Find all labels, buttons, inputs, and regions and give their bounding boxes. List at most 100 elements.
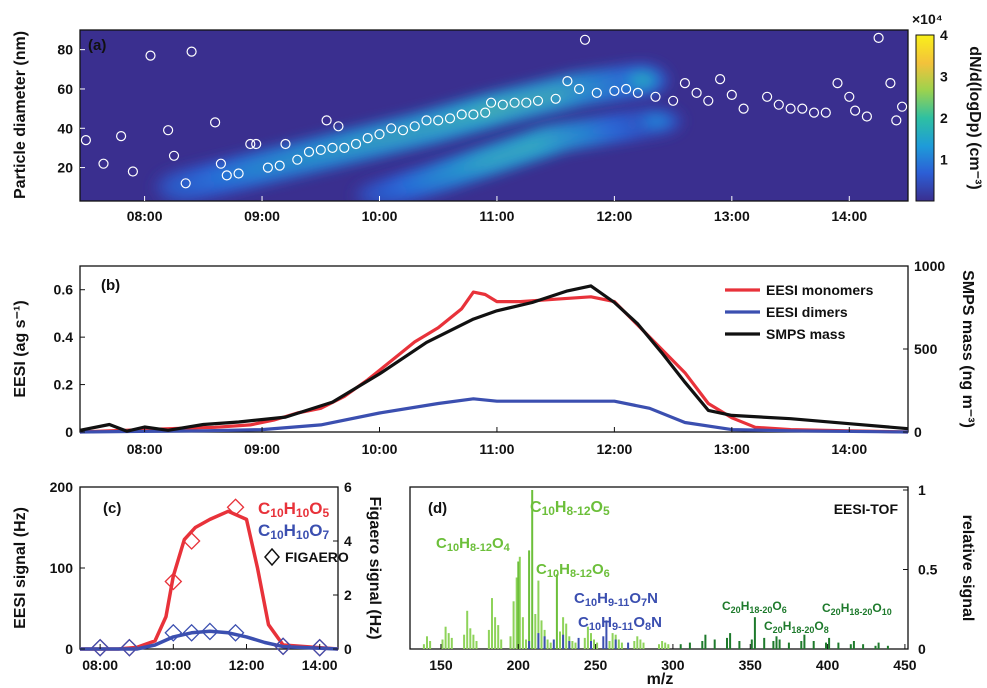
figaero-legend-label: FIGAERO <box>285 549 349 565</box>
spectrum-bar <box>800 641 803 649</box>
spectrum-bar <box>636 636 639 649</box>
diameter-point <box>591 87 602 99</box>
panel-c-series <box>80 498 339 657</box>
panel-b-y-axis-label: EESI (ag s⁻¹) <box>12 300 29 397</box>
spectrum-bar <box>753 617 756 649</box>
spectrum-bar <box>521 617 524 649</box>
diameter-point <box>532 95 544 106</box>
spectrum-bar <box>679 644 682 649</box>
formula-element: C <box>578 614 589 631</box>
formula-subscript: 7 <box>323 528 330 542</box>
spectrum-bar <box>775 636 778 649</box>
spectrum-bar <box>849 644 852 649</box>
diameter-point <box>738 103 749 114</box>
diameter-point <box>550 93 561 104</box>
formula-element: H <box>459 535 470 552</box>
formula-subscript: 10 <box>270 506 284 520</box>
diameter-point <box>497 99 508 110</box>
diameter-point <box>573 83 585 95</box>
diameter-point <box>409 121 420 132</box>
spectrum-bar <box>667 644 670 649</box>
y-tick-label: 200 <box>50 479 74 495</box>
spectrum-bar <box>862 644 865 649</box>
diameter-point <box>321 115 332 126</box>
diameter-point <box>609 85 620 97</box>
diameter-point <box>579 34 591 45</box>
spectrum-bar <box>540 620 543 649</box>
diameter-point <box>303 146 315 157</box>
y-tick-label: 80 <box>57 42 73 58</box>
spectrum-bar <box>528 550 531 649</box>
spectrum-bar <box>574 642 577 649</box>
y-tick-label: 0.6 <box>54 282 74 298</box>
diameter-point <box>620 83 632 95</box>
colorbar <box>915 34 935 202</box>
formula-element: O <box>591 499 603 516</box>
diameter-point <box>873 32 884 44</box>
formula-element: O <box>492 535 504 552</box>
spectrum-bar <box>568 641 571 649</box>
spectrum-bar <box>738 641 741 649</box>
formula-element: C <box>258 499 270 518</box>
x-tick-label: 10:00 <box>362 208 398 224</box>
diameter-point <box>456 109 467 120</box>
figaero-diamond <box>200 622 219 641</box>
formula-subscript: 8-12 <box>470 542 492 554</box>
x-tick-label: 450 <box>893 657 917 673</box>
y2-tick-label: 1 <box>918 482 926 498</box>
spectrum-bar <box>614 639 617 649</box>
spectrum-bar <box>627 642 630 649</box>
x-tick-label: 12:00 <box>229 657 265 673</box>
diameter-point <box>145 50 156 61</box>
diameter-point <box>280 138 291 150</box>
x-tick-label: 10:00 <box>155 657 191 673</box>
spectrum-bar <box>447 633 450 649</box>
spectrum-bar <box>713 639 716 649</box>
panel-a-label: (a) <box>88 37 106 54</box>
formula-element: H <box>741 599 750 613</box>
formula-subscript: 10 <box>882 607 892 617</box>
x-tick-label: 14:00 <box>831 441 867 457</box>
x-tick-label: 11:00 <box>479 441 514 457</box>
y2-tick-label: 4 <box>344 533 352 549</box>
figaero-diamond <box>310 638 329 657</box>
figaero-diamond <box>274 637 293 656</box>
spectrum-bar <box>617 639 620 649</box>
spectrum-bar <box>450 637 453 649</box>
formula-element: C <box>822 601 831 615</box>
x-tick-label: 12:00 <box>596 208 632 224</box>
diameter-point <box>327 142 338 153</box>
diameter-point <box>168 150 180 161</box>
panel-b-series <box>79 284 909 434</box>
spectrum-bar <box>444 626 447 649</box>
panel-c-y-ticks: 0 100 200 <box>50 479 85 657</box>
legend-label: SMPS mass <box>766 326 846 342</box>
spectrum-bar <box>608 641 611 649</box>
diameter-point <box>808 107 820 118</box>
diameter-point <box>221 170 232 181</box>
y-tick-label: 20 <box>57 160 73 176</box>
formula-subscript: 10 <box>542 504 556 518</box>
diameter-point <box>521 97 532 108</box>
chemical-formula: C10H9-11O8N <box>578 614 662 633</box>
x-tick-label: 09:00 <box>244 208 280 224</box>
panel-d-annotations: C10H8-12O5C10H8-12O4C10H8-12O6C10H9-11O7… <box>436 499 892 635</box>
spectrum-bar <box>491 598 493 649</box>
diameter-point <box>761 91 773 102</box>
diameter-point <box>896 101 908 112</box>
x-tick-label: 400 <box>816 657 840 673</box>
diameter-point <box>386 123 397 134</box>
diameter-point <box>714 73 726 85</box>
spectrum-bar <box>701 641 704 649</box>
formula-subscript: 7 <box>641 597 647 609</box>
y2-tick-label: 0.5 <box>918 562 938 578</box>
heatmap-cell <box>635 74 652 86</box>
spectrum-bar <box>466 610 469 649</box>
diameter-point <box>509 97 520 108</box>
formula-element: C <box>436 535 447 552</box>
spectrum-bar <box>729 633 732 649</box>
formula-element: H <box>555 499 567 516</box>
panel-a-frame <box>79 29 909 202</box>
